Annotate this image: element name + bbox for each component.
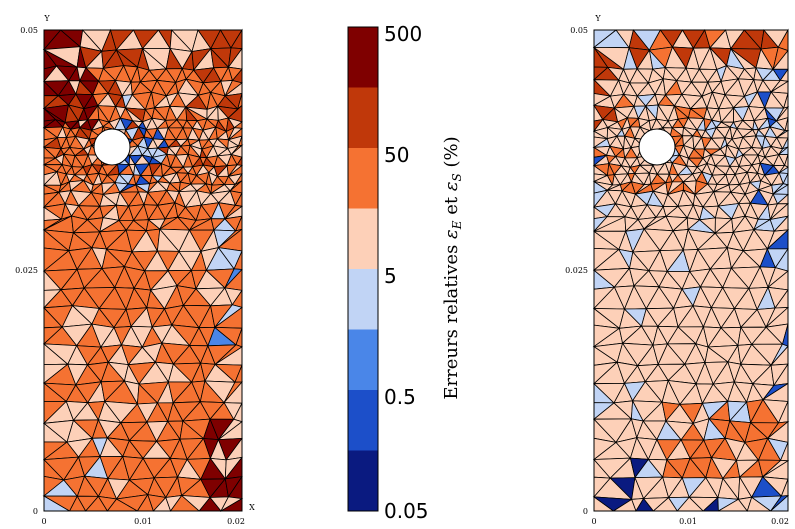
colorbar-block xyxy=(348,390,378,451)
colorbar-block xyxy=(348,87,378,149)
colorbar-label-prefix: Erreurs relatives xyxy=(441,239,462,400)
right-mesh-plot: 0.05 0.025 0 Y 0 0.01 0.02 xyxy=(565,14,790,526)
right-xtick-1: 0.01 xyxy=(679,517,697,526)
right-xtick-0: 0 xyxy=(591,517,596,526)
left-plot-frame xyxy=(43,29,243,512)
right-plot-frame xyxy=(593,29,789,512)
colorbar-tick-0-05: 0.05 xyxy=(384,499,429,523)
right-mesh-triangles xyxy=(592,28,790,512)
colorbar-label-sub-s: S xyxy=(450,173,464,181)
colorbar: 500 50 5 0.5 0.05 Erreurs relatives εE e… xyxy=(347,22,464,523)
colorbar-label-mid: et xyxy=(441,191,462,220)
left-ytick-top: 0.05 xyxy=(20,26,38,35)
left-ytick-bottom: 0 xyxy=(33,507,38,516)
right-ytick-top: 0.05 xyxy=(570,26,588,35)
right-axis-y-name: Y xyxy=(594,14,601,23)
right-ytick-mid: 0.025 xyxy=(565,266,588,275)
colorbar-block xyxy=(348,329,378,391)
colorbar-tick-50: 50 xyxy=(384,143,409,167)
left-xtick-0: 0 xyxy=(41,517,46,526)
colorbar-block xyxy=(348,27,378,88)
left-axis-y-name: Y xyxy=(43,14,50,23)
colorbar-tick-500: 500 xyxy=(384,22,422,46)
colorbar-blocks xyxy=(348,27,378,512)
colorbar-block xyxy=(348,148,378,209)
left-xtick-1: 0.01 xyxy=(134,517,152,526)
colorbar-tick-5: 5 xyxy=(384,264,397,288)
left-hole xyxy=(93,128,131,166)
colorbar-label: Erreurs relatives εE et εS (%) xyxy=(441,136,464,399)
colorbar-label-sub-e: E xyxy=(450,220,464,230)
colorbar-label-eps-s: ε xyxy=(441,181,462,191)
left-mesh-triangles xyxy=(42,28,244,513)
colorbar-block xyxy=(348,208,378,270)
right-xtick-2: 0.02 xyxy=(771,517,789,526)
right-hole xyxy=(638,128,676,166)
colorbar-label-eps-e: ε xyxy=(441,229,462,239)
left-ytick-mid: 0.025 xyxy=(15,266,38,275)
colorbar-block xyxy=(348,450,378,512)
colorbar-frame xyxy=(347,26,379,512)
left-axis-x-name: X xyxy=(249,503,255,512)
colorbar-label-suffix: (%) xyxy=(441,136,462,173)
left-xtick-2: 0.02 xyxy=(227,517,245,526)
colorbar-tick-0-5: 0.5 xyxy=(384,385,416,409)
right-ytick-bottom: 0 xyxy=(583,507,588,516)
left-mesh-plot: 0.05 0.025 0 Y X 0 0.01 0.02 xyxy=(15,14,255,526)
colorbar-block xyxy=(348,269,378,330)
